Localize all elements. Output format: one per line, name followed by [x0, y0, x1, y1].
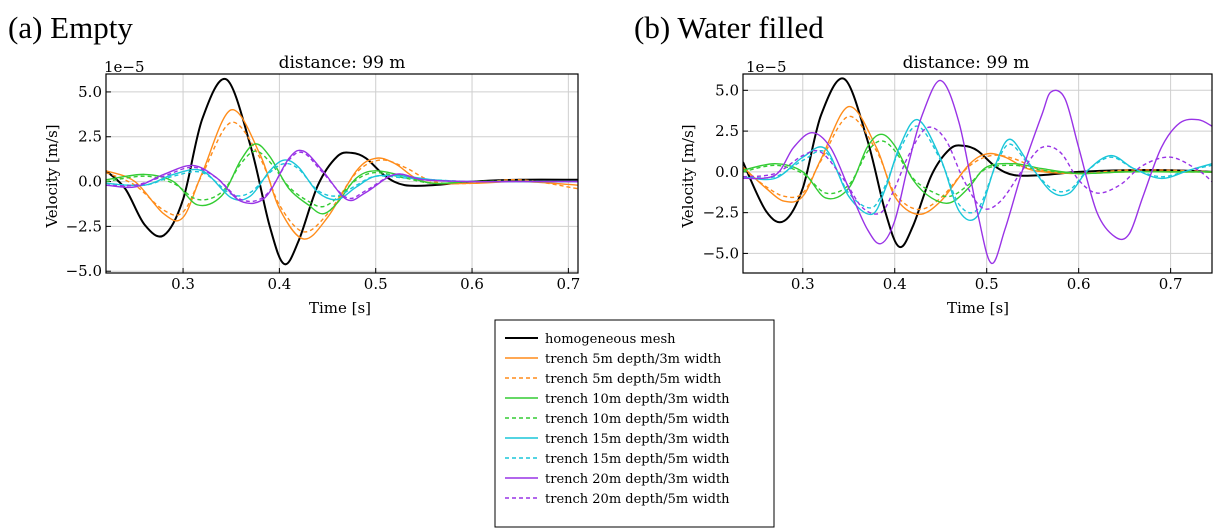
- panel-a-series-4: [106, 150, 578, 208]
- legend-label: trench 5m depth/3m width: [545, 352, 722, 367]
- panel-b-ytick-label: −5.0: [703, 244, 739, 262]
- panel-a-ylabel: Velocity [m/s]: [43, 124, 61, 228]
- panel-a-xlabel: Time [s]: [309, 299, 371, 317]
- panel-b-xtick-label: 0.4: [883, 275, 907, 293]
- panel-b-ytick-label: 2.5: [715, 122, 739, 140]
- legend-label: trench 15m depth/5m width: [545, 452, 730, 467]
- legend-label: homogeneous mesh: [545, 332, 676, 347]
- panel-a-xtick-label: 0.7: [556, 275, 580, 293]
- panel-a-ticks: 0.3 0.4 0.5 0.6 0.7 −5.0 −2.5 0.0 2.5 5.0: [66, 83, 581, 293]
- legend-label: trench 15m depth/3m width: [545, 432, 730, 447]
- panel-b-ticks: 0.3 0.4 0.5 0.6 0.7 −5.0 −2.5 0.0 2.5 5.0: [703, 81, 1183, 293]
- panel-b-ytick-label: 5.0: [715, 81, 739, 99]
- panel-a: (a) Empty distance: 99 m 1e−5 Time [s] V…: [8, 10, 580, 317]
- panel-a-frame: [105, 73, 579, 274]
- panel-a-grid: [106, 74, 578, 273]
- panel-a-series-1: [106, 109, 578, 240]
- panel-a-xtick-label: 0.3: [171, 275, 195, 293]
- panel-b-series-0: [743, 77, 1212, 249]
- panel-b-title: distance: 99 m: [903, 53, 1030, 73]
- panel-b-grid: [743, 74, 1212, 273]
- panel-a-ytick-label: 2.5: [78, 128, 102, 146]
- panel-a-ytick-label: 5.0: [78, 83, 102, 101]
- panel-b-series-8: [743, 126, 1212, 215]
- legend-label: trench 20m depth/5m width: [545, 492, 730, 507]
- panel-b-ylabel: Velocity [m/s]: [679, 124, 697, 228]
- panel-a-xtick-label: 0.5: [364, 275, 388, 293]
- legend: homogeneous mesh trench 5m depth/3m width…: [494, 319, 775, 528]
- panel-b-xtick-label: 0.3: [791, 275, 815, 293]
- panel-b-ytick-label: −2.5: [703, 204, 739, 222]
- panel-a-series: [106, 77, 578, 266]
- panel-b-series-5: [743, 118, 1212, 222]
- panel-b-series-7: [743, 79, 1212, 264]
- legend-label: trench 10m depth/5m width: [545, 412, 730, 427]
- panel-a-xtick-label: 0.4: [267, 275, 291, 293]
- panel-a-series-8: [106, 151, 578, 203]
- panel-b-label: (b) Water filled: [634, 10, 824, 45]
- legend-box: [494, 319, 775, 528]
- panel-b-offset-text: 1e−5: [746, 58, 787, 76]
- panel-a-ytick-label: −2.5: [66, 217, 102, 235]
- panel-a-ytick-label: 0.0: [78, 173, 102, 191]
- legend-label: trench 10m depth/3m width: [545, 392, 730, 407]
- panel-b-series-2: [743, 115, 1212, 211]
- panel-b-xtick-label: 0.7: [1159, 275, 1183, 293]
- panel-a-series-0: [106, 77, 578, 266]
- panel-a-label: (a) Empty: [8, 10, 133, 45]
- legend-entries: homogeneous mesh trench 5m depth/3m width…: [505, 332, 730, 507]
- panel-a-series-3: [106, 143, 578, 215]
- panel-b: (b) Water filled distance: 99 m 1e−5 Tim…: [634, 10, 1213, 317]
- panel-b-series-6: [743, 125, 1212, 214]
- legend-label: trench 5m depth/5m width: [545, 372, 722, 387]
- panel-b-frame: [742, 73, 1213, 274]
- panel-b-xlabel: Time [s]: [947, 299, 1009, 317]
- panel-b-xtick-label: 0.5: [975, 275, 999, 293]
- panel-b-xtick-label: 0.6: [1067, 275, 1091, 293]
- panel-a-offset-text: 1e−5: [104, 58, 145, 76]
- panel-b-series-4: [743, 140, 1212, 198]
- panel-a-ytick-label: −5.0: [66, 262, 102, 280]
- panel-b-ytick-label: 0.0: [715, 163, 739, 181]
- panel-b-series: [743, 77, 1212, 264]
- panel-a-title: distance: 99 m: [279, 53, 406, 73]
- panel-a-series-7: [106, 149, 578, 205]
- legend-label: trench 20m depth/3m width: [545, 472, 730, 487]
- panel-a-xtick-label: 0.6: [460, 275, 484, 293]
